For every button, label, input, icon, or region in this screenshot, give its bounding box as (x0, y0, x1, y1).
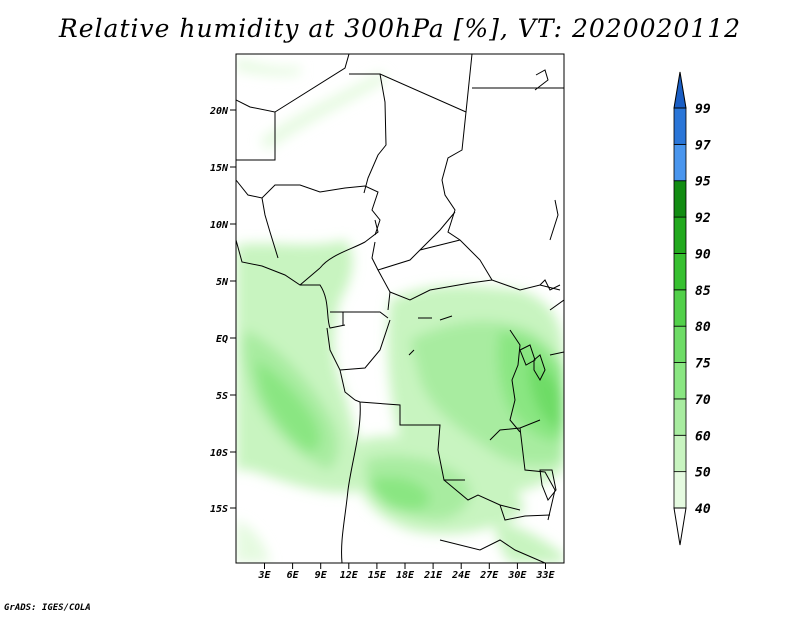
humidity-field (236, 58, 564, 563)
map-frame (235, 53, 565, 564)
lat-tick-label: 10S (210, 448, 228, 459)
colorbar-label: 85 (695, 284, 711, 299)
colorbar-bottom-arrow (673, 507, 687, 546)
lon-tick-label: 15E (368, 570, 387, 581)
colorbar-label: 80 (695, 320, 711, 335)
colorbar-bin (673, 325, 687, 363)
footer-credit: GrADS: IGES/COLA (4, 603, 91, 613)
lat-tick-label: 10N (210, 220, 229, 231)
colorbar-label: 60 (695, 429, 711, 444)
lat-axis: 20N 15N 10N 5N EQ 5S 10S 15S (209, 106, 236, 515)
colorbar-bin (673, 253, 687, 291)
colorbar-bin (673, 398, 687, 436)
lat-tick-label: 5N (216, 277, 229, 288)
colorbar-label: 90 (695, 247, 711, 262)
lat-tick-label: 20N (209, 106, 229, 117)
colorbar-label: 70 (695, 393, 711, 408)
lat-tick-label: EQ (216, 334, 228, 345)
lon-tick-label: 30E (507, 570, 527, 581)
colorbar-label: 92 (695, 211, 711, 226)
colorbar-bin (673, 362, 687, 400)
lon-tick-label: 18E (396, 570, 415, 581)
lat-tick-label: 15N (210, 163, 229, 174)
colorbar-bin (673, 180, 687, 218)
country-borders (236, 54, 564, 563)
colorbar-bin (673, 143, 687, 182)
colorbar-label: 40 (695, 502, 711, 517)
colorbar-label: 50 (695, 466, 711, 481)
lon-tick-label: 9E (315, 570, 328, 581)
colorbar-bin (673, 434, 687, 473)
colorbar-label: 99 (695, 102, 711, 117)
colorbar-bin (673, 289, 687, 327)
colorbar-bin (673, 471, 687, 509)
colorbar-bin (673, 107, 687, 145)
lon-tick-label: 21E (423, 570, 443, 581)
map-title: Relative humidity at 300hPa [%], VT: 202… (58, 14, 742, 43)
lon-tick-label: 24E (451, 570, 471, 581)
colorbar: 40 50 60 70 75 80 85 90 92 95 97 99 (673, 71, 711, 546)
colorbar-top-arrow (673, 71, 687, 109)
colorbar-bin (673, 216, 687, 254)
lon-tick-label: 6E (287, 570, 300, 581)
lon-tick-label: 27E (479, 570, 499, 581)
lon-tick-label: 12E (340, 570, 359, 581)
lon-tick-label: 3E (257, 570, 271, 581)
colorbar-label: 95 (695, 175, 711, 190)
lon-axis: 3E 6E 9E 12E 15E 18E 21E 24E 27E 30E 33E (257, 563, 556, 581)
colorbar-label: 75 (695, 357, 711, 372)
lat-tick-label: 15S (210, 504, 228, 515)
lat-tick-label: 5S (216, 391, 228, 402)
lon-tick-label: 33E (535, 570, 555, 581)
colorbar-label: 97 (695, 138, 711, 153)
